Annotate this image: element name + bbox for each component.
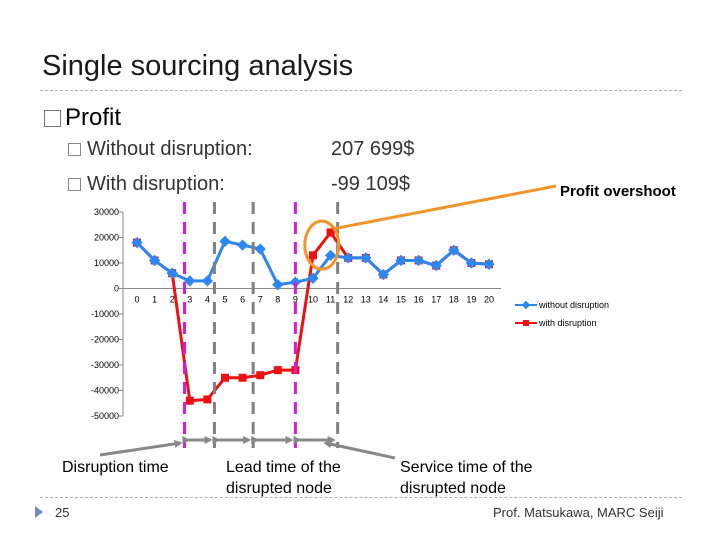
y-tick-label: -10000 (91, 309, 119, 319)
row-without-value: 207 699$ (331, 138, 415, 160)
legend-marker (521, 300, 531, 310)
data-point-with (238, 373, 247, 382)
data-point-without (465, 257, 478, 269)
data-point-without (360, 252, 372, 264)
data-point-without (272, 279, 284, 291)
page-number: 25 (55, 505, 70, 520)
x-tick-label: 19 (466, 295, 476, 305)
footer-divider (40, 497, 682, 498)
data-point-without (219, 235, 231, 247)
x-tick-label: 0 (134, 295, 139, 305)
caption-service-time: Service time of the disrupted node (400, 459, 533, 497)
x-tick-label: 5 (222, 295, 227, 305)
x-tick-label: 14 (378, 295, 388, 305)
author-credit: Prof. Matsukawa, MARC Seiji (493, 505, 664, 520)
data-point-without (324, 249, 337, 262)
x-tick-label: 13 (361, 295, 371, 305)
caption-lead-time: Lead time of the disrupted node (226, 459, 341, 497)
data-point-without (395, 254, 407, 267)
data-point-with (221, 373, 229, 382)
x-tick-label: 8 (275, 295, 280, 305)
legend-marker (523, 320, 529, 326)
data-point-without (448, 244, 460, 256)
checkbox-bullet-icon (44, 109, 61, 127)
checkbox-bullet-icon (68, 178, 81, 191)
data-point-with (326, 228, 335, 237)
bullet-profit: Profit (44, 104, 121, 132)
row-with-value: -99 109$ (331, 173, 410, 195)
x-tick-label: 2 (170, 295, 175, 305)
caption-disruption-time: Disruption time (62, 459, 169, 476)
row-without-label: Without disruption: (87, 138, 253, 160)
data-point-without (148, 254, 161, 267)
x-tick-label: 6 (240, 295, 245, 305)
legend-label: without disruption (538, 300, 609, 310)
x-tick-label: 20 (484, 295, 494, 305)
data-point-with (309, 251, 317, 260)
data-point-without (307, 272, 319, 284)
x-tick-label: 7 (258, 295, 263, 305)
data-point-without (184, 275, 196, 287)
data-point-without (430, 259, 442, 272)
page-arrow-icon (35, 506, 43, 518)
data-point-without (131, 236, 143, 249)
slide-title: Single sourcing analysis (42, 50, 354, 82)
x-tick-label: 10 (308, 295, 318, 305)
data-point-without (254, 243, 266, 255)
overshoot-highlight (303, 219, 341, 271)
data-point-without (166, 267, 178, 279)
pointer-disruption-time (99, 439, 183, 457)
y-tick-label: -50000 (91, 411, 119, 421)
data-point-with (185, 396, 194, 405)
row-without-disruption: Without disruption: (68, 138, 253, 161)
row-with-label: With disruption: (87, 173, 225, 195)
data-point-without (342, 252, 354, 264)
data-point-without (201, 275, 214, 287)
legend-label: with disruption (538, 318, 597, 328)
x-tick-label: 4 (205, 295, 210, 305)
y-tick-label: 20000 (94, 233, 119, 243)
x-tick-label: 11 (326, 295, 335, 305)
y-tick-label: 0 (114, 284, 119, 294)
data-point-without (412, 254, 425, 267)
data-point-with (256, 371, 265, 380)
data-point-with (203, 395, 212, 404)
x-tick-label: 12 (343, 295, 353, 305)
y-tick-label: -40000 (91, 386, 119, 396)
overshoot-callout-line (334, 184, 557, 231)
title-divider (40, 90, 682, 91)
row-with-disruption: With disruption: (68, 173, 225, 196)
x-tick-label: 3 (187, 295, 192, 305)
y-tick-label: -20000 (91, 335, 119, 345)
checkbox-bullet-icon (68, 143, 81, 156)
x-tick-label: 18 (449, 295, 459, 305)
x-tick-label: 16 (414, 295, 424, 305)
bullet-profit-label: Profit (65, 104, 122, 131)
x-tick-label: 15 (396, 295, 406, 305)
profit-overshoot-label: Profit overshoot (560, 183, 676, 200)
pointer-service-time (323, 440, 396, 460)
data-point-without (483, 258, 495, 270)
x-tick-label: 17 (431, 295, 441, 305)
x-tick-label: 1 (152, 295, 157, 305)
y-tick-label: 30000 (94, 207, 119, 217)
x-tick-label: 9 (293, 295, 298, 305)
data-point-with (273, 366, 282, 375)
data-point-without (236, 239, 249, 251)
y-tick-label: 10000 (94, 258, 119, 268)
data-point-without (377, 268, 390, 281)
y-tick-label: -30000 (91, 360, 119, 370)
